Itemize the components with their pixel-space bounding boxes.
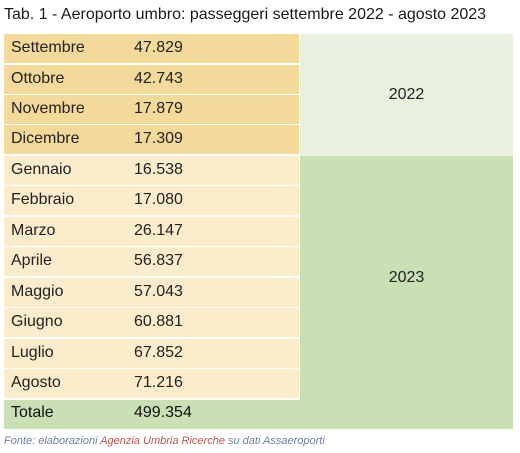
month-cell: Novembre <box>11 100 85 117</box>
table-row: Febbraio 17.080 <box>4 186 299 216</box>
table-row: Marzo 26.147 <box>4 217 299 247</box>
table-row: Gennaio 16.538 <box>4 156 299 186</box>
month-cell: Maggio <box>11 283 64 300</box>
value-cell: 17.080 <box>134 191 183 208</box>
total-label: Totale <box>11 404 54 421</box>
table-row: Maggio 57.043 <box>4 278 299 308</box>
source-prefix: Fonte: elaborazioni <box>4 435 101 447</box>
value-cell: 17.879 <box>134 100 183 117</box>
month-cell: Luglio <box>11 344 54 361</box>
table-row: Luglio 67.852 <box>4 339 299 369</box>
total-value: 499.354 <box>134 404 192 421</box>
table-row: Ottobre 42.743 <box>4 65 299 95</box>
table-title: Tab. 1 - Aeroporto umbro: passeggeri set… <box>4 6 487 23</box>
value-cell: 26.147 <box>134 222 183 239</box>
month-cell: Settembre <box>11 39 85 56</box>
source-note: Fonte: elaborazioni Agenzia Umbria Ricer… <box>4 435 325 447</box>
value-cell: 67.852 <box>134 344 183 361</box>
month-cell: Aprile <box>11 252 52 269</box>
month-cell: Febbraio <box>11 191 75 208</box>
table-row: Settembre 47.829 <box>4 34 299 64</box>
value-cell: 47.829 <box>134 39 183 56</box>
year-2023-cell: 2023 <box>299 156 513 400</box>
value-cell: 71.216 <box>134 374 183 391</box>
month-cell: Dicembre <box>11 130 80 147</box>
table-row: Giugno 60.881 <box>4 308 299 338</box>
value-cell: 57.043 <box>134 283 183 300</box>
table-row: Novembre 17.879 <box>4 95 299 125</box>
value-cell: 42.743 <box>134 70 183 87</box>
value-cell: 56.837 <box>134 252 183 269</box>
value-cell: 60.881 <box>134 313 183 330</box>
month-cell: Agosto <box>11 374 61 391</box>
month-cell: Ottobre <box>11 70 65 87</box>
month-cell: Gennaio <box>11 161 72 178</box>
table-row: Aprile 56.837 <box>4 247 299 277</box>
month-cell: Giugno <box>11 313 63 330</box>
table-row: Dicembre 17.309 <box>4 125 299 155</box>
value-cell: 17.309 <box>134 130 183 147</box>
total-row: Totale 499.354 <box>4 400 513 429</box>
year-2022-cell: 2022 <box>299 34 513 156</box>
month-cell: Marzo <box>11 222 56 239</box>
value-cell: 16.538 <box>134 161 183 178</box>
source-highlight: Agenzia Umbria Ricerche <box>100 435 225 447</box>
source-suffix: su dati Assaeroporti <box>224 435 325 447</box>
table-row: Agosto 71.216 <box>4 369 299 399</box>
